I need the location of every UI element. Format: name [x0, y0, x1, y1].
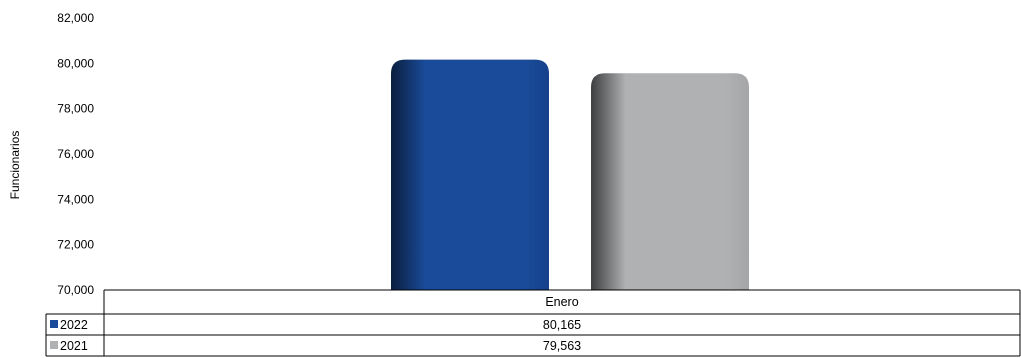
- bars: [391, 59, 749, 290]
- y-tick-label: 78,000: [57, 102, 94, 116]
- y-tick-label: 82,000: [57, 11, 94, 25]
- x-category-label: Enero: [545, 295, 578, 309]
- data-value-2022: 80,165: [543, 318, 581, 332]
- legend-label-2022: 2022: [60, 318, 88, 332]
- data-value-2021: 79,563: [543, 339, 581, 353]
- y-tick-label: 72,000: [57, 238, 94, 252]
- data-table: Enero 2022 80,165 2021 79,563: [45, 289, 1021, 357]
- y-tick-label: 70,000: [57, 283, 94, 297]
- y-axis-label: Funcionarios: [8, 131, 22, 200]
- y-tick-label: 76,000: [57, 147, 94, 161]
- legend-label-2021: 2021: [60, 339, 88, 353]
- y-tick-label: 74,000: [57, 192, 94, 206]
- bar-2022: [391, 59, 549, 290]
- bar-2021: [591, 73, 749, 290]
- y-axis-ticks: 70,000 72,000 74,000 76,000 78,000 80,000 82,0…: [57, 11, 94, 297]
- legend-swatch-2022: [50, 320, 58, 328]
- y-tick-label: 80,000: [57, 56, 94, 70]
- legend-swatch-2021: [50, 341, 58, 349]
